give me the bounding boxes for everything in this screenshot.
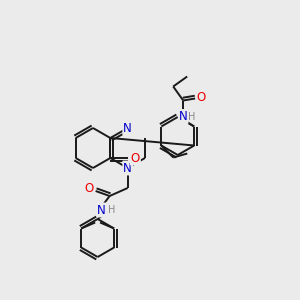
Text: H: H bbox=[188, 112, 196, 122]
Text: O: O bbox=[131, 152, 140, 164]
Text: N: N bbox=[179, 110, 188, 123]
Text: N: N bbox=[97, 203, 106, 217]
Text: N: N bbox=[123, 161, 132, 175]
Text: N: N bbox=[123, 122, 132, 134]
Text: H: H bbox=[108, 205, 115, 215]
Text: O: O bbox=[84, 182, 93, 196]
Text: O: O bbox=[196, 91, 206, 104]
